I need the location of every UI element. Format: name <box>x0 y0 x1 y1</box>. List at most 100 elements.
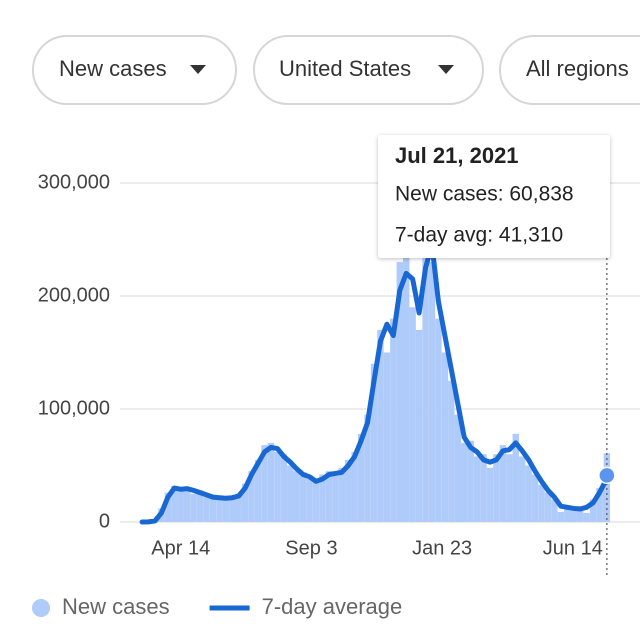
bar <box>467 440 474 522</box>
bar <box>499 445 507 522</box>
bar <box>493 454 500 522</box>
tooltip-title: Jul 21, 2021 <box>395 143 519 168</box>
bar <box>203 497 210 522</box>
bar <box>415 329 423 522</box>
dropdown-arrow[interactable] <box>190 65 206 74</box>
bar <box>538 484 545 522</box>
tooltip-line: 7-day avg: 41,310 <box>395 224 563 247</box>
bar <box>422 228 429 522</box>
line <box>139 242 610 525</box>
bar <box>551 499 558 522</box>
bar <box>293 471 300 522</box>
bar <box>473 456 481 522</box>
x-tick-label: Apr 14 <box>151 537 210 559</box>
bar <box>209 494 217 522</box>
bar <box>171 485 178 522</box>
bar <box>480 454 487 522</box>
chart: 0 100,000 200,000 300,000 Apr 14 Sep 3 Jan 23 J… <box>38 171 640 559</box>
bar <box>525 465 532 522</box>
bar <box>287 465 294 522</box>
chip-label[interactable]: New cases <box>59 56 167 81</box>
legend-label: New cases <box>62 594 170 619</box>
bar <box>229 497 236 522</box>
bar <box>299 472 307 522</box>
bar <box>164 492 172 522</box>
bar <box>596 488 603 522</box>
bar <box>441 352 449 522</box>
bar <box>390 318 397 522</box>
legend-label: 7-day average <box>262 594 403 619</box>
bar <box>306 479 313 522</box>
chip[interactable]: All regions <box>499 35 640 105</box>
y-tick-label: 300,000 <box>38 171 110 193</box>
bar <box>589 499 597 522</box>
bar <box>544 492 552 522</box>
legend: New cases 7-day average <box>32 594 402 619</box>
overlay <box>598 258 616 575</box>
bar <box>383 352 391 522</box>
chip[interactable]: New cases <box>32 35 237 105</box>
bar <box>235 493 242 522</box>
bar <box>448 380 455 522</box>
bar <box>512 433 519 522</box>
bar <box>216 499 223 522</box>
bar <box>357 433 365 522</box>
bar <box>345 459 352 522</box>
chip-border[interactable] <box>253 35 484 105</box>
x-tick-label: Sep 3 <box>285 537 337 559</box>
tooltip-line: New cases: 60,838 <box>395 183 574 206</box>
bar <box>454 414 461 522</box>
chip-border[interactable] <box>32 35 237 105</box>
bar <box>319 474 326 522</box>
bar <box>274 451 281 522</box>
bar <box>409 307 416 522</box>
bar <box>254 459 262 522</box>
y-tick-label: 200,000 <box>38 284 110 306</box>
y-tick-label: 100,000 <box>38 397 110 419</box>
bar <box>435 318 442 522</box>
bar <box>583 512 590 522</box>
chip-label[interactable]: All regions <box>526 56 629 81</box>
bar <box>190 493 197 522</box>
bar <box>312 482 320 522</box>
chip-label[interactable]: United States <box>279 56 411 81</box>
bar <box>261 445 268 522</box>
bar <box>557 511 565 522</box>
x-tick-label: Jan 23 <box>412 537 472 559</box>
bar <box>332 475 339 522</box>
bar <box>280 454 288 522</box>
bar <box>564 505 571 522</box>
dropdown-arrow[interactable] <box>438 65 454 74</box>
bar <box>403 250 410 523</box>
bar <box>570 510 577 522</box>
bar <box>506 454 513 522</box>
bar <box>241 483 249 522</box>
bar <box>576 506 584 522</box>
bar <box>461 442 468 522</box>
bar <box>370 363 378 522</box>
bar <box>267 442 275 522</box>
tooltip: Jul 21, 2021 New cases: 60,838 7-day avg… <box>378 135 610 258</box>
bar <box>325 471 333 522</box>
y-tick-label: 0 <box>99 510 110 532</box>
bar <box>196 490 204 522</box>
tooltip-box <box>378 135 610 258</box>
bar <box>603 453 611 522</box>
bar <box>364 414 371 522</box>
bar <box>222 496 230 522</box>
chip-border[interactable] <box>499 35 640 105</box>
chip[interactable]: United States <box>253 35 484 105</box>
bar <box>351 451 358 522</box>
bar <box>396 262 403 522</box>
hover-point <box>598 466 616 485</box>
bar <box>248 471 255 522</box>
bar <box>486 467 494 522</box>
legend-swatch <box>32 599 50 617</box>
bar <box>377 329 384 522</box>
bar <box>183 486 191 522</box>
bar <box>428 262 436 522</box>
bar <box>177 491 184 522</box>
x-tick-label: Jun 14 <box>543 537 603 559</box>
